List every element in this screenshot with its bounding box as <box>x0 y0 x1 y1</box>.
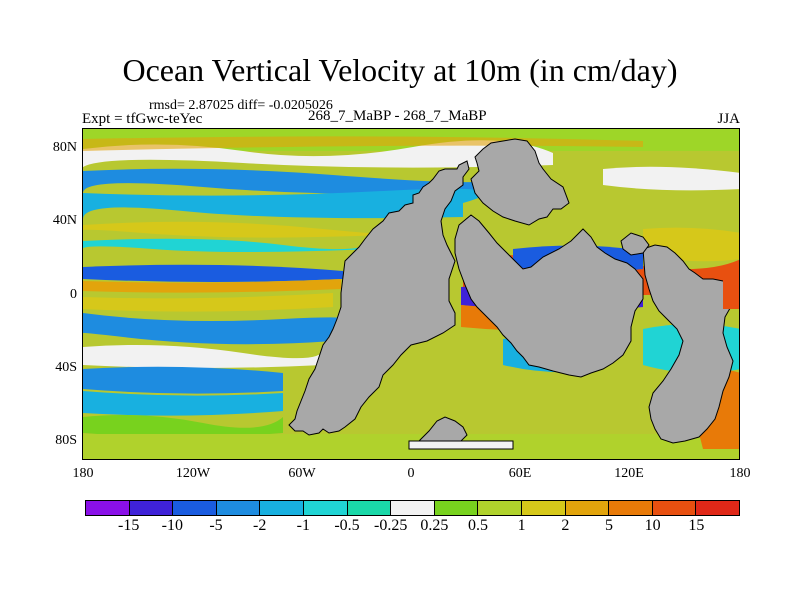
colorbar-segment <box>86 501 130 515</box>
colorbar-label: 15 <box>688 517 705 534</box>
land-masses <box>288 138 734 450</box>
colorbar-segment <box>565 501 610 515</box>
colorbar-label: -2 <box>252 517 267 534</box>
comparison-label: 268_7_MaBP - 268_7_MaBP <box>308 108 487 124</box>
colorbar-segment <box>173 501 217 515</box>
colorbar-segment <box>434 501 479 515</box>
colorbar-label: 1 <box>517 517 526 534</box>
colorbar-segment <box>696 501 739 515</box>
stats-label: rmsd= 2.87025 diff= -0.0205026 <box>149 98 333 113</box>
colorbar-label: 5 <box>605 517 613 534</box>
colorbar-segment <box>478 501 522 515</box>
y-label-80n: 80N <box>52 140 77 155</box>
colorbar-label: -1 <box>296 517 310 534</box>
colorbar-segment <box>521 501 566 515</box>
colorbar-label: 2 <box>561 517 570 534</box>
colorbar-segment <box>303 501 348 515</box>
map-panel <box>82 128 740 460</box>
x-label-60e: 60E <box>508 466 532 481</box>
colorbar-label: -10 <box>161 517 183 534</box>
x-label-120e: 120E <box>614 466 644 481</box>
colorbar-segment <box>260 501 304 515</box>
colorbar-label: -0.5 <box>334 517 360 534</box>
colorbar <box>85 500 740 516</box>
colorbar-label: -5 <box>209 517 223 534</box>
colorbar-segment <box>129 501 174 515</box>
experiment-label: Expt = tfGwc-teYec <box>82 111 203 127</box>
x-label-60w: 60W <box>288 466 316 481</box>
colorbar-segment <box>216 501 261 515</box>
y-label-80s: 80S <box>55 433 77 448</box>
season-label: JJA <box>717 111 740 127</box>
y-label-40n: 40N <box>52 213 77 228</box>
colorbar-label: 10 <box>644 517 661 534</box>
x-label-120w: 120W <box>175 466 211 481</box>
colorbar-segment <box>609 501 653 515</box>
colorbar-label: 0.25 <box>420 517 449 534</box>
x-label-180e: 180 <box>729 466 751 481</box>
colorbar-segment <box>347 501 392 515</box>
x-label-180w: 180 <box>72 466 94 481</box>
colorbar-segment <box>391 501 435 515</box>
edge-band <box>723 269 739 309</box>
chart-title: Ocean Vertical Velocity at 10m (in cm/da… <box>122 52 678 88</box>
colorbar-segment <box>652 501 697 515</box>
map-canvas <box>83 129 739 459</box>
y-label-40s: 40S <box>55 360 77 375</box>
y-label-0: 0 <box>70 287 77 302</box>
colorbar-label: 0.5 <box>468 517 488 534</box>
x-label-0: 0 <box>407 466 415 481</box>
colorbar-label: -15 <box>117 517 140 534</box>
colorbar-label: -0.25 <box>373 517 408 534</box>
